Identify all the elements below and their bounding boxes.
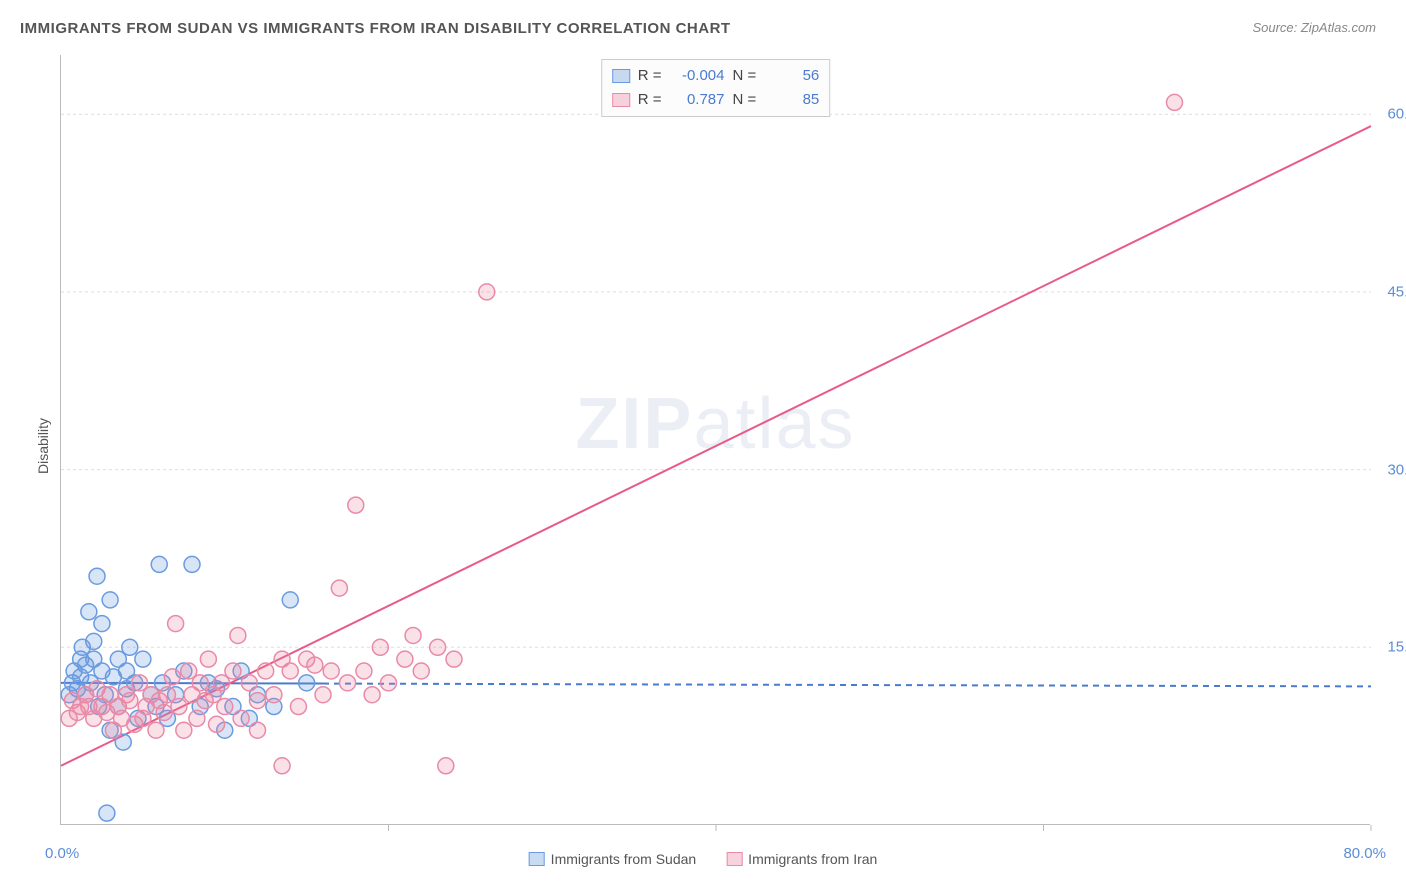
- source-attribution: Source: ZipAtlas.com: [1252, 20, 1376, 35]
- stats-n-value-iran: 85: [764, 88, 819, 112]
- data-point: [164, 669, 180, 685]
- y-tick-label: 60.0%: [1387, 106, 1406, 123]
- stats-r-value-iran: 0.787: [670, 88, 725, 112]
- data-point: [397, 651, 413, 667]
- data-point: [156, 704, 172, 720]
- x-axis-max-label: 80.0%: [1343, 845, 1386, 862]
- legend-swatch-sudan: [529, 852, 545, 866]
- data-point: [89, 568, 105, 584]
- data-point: [405, 627, 421, 643]
- data-point: [331, 580, 347, 596]
- x-axis-min-label: 0.0%: [45, 845, 79, 862]
- stats-n-label-2: N =: [733, 88, 757, 112]
- stats-row-iran: R = 0.787 N = 85: [612, 88, 820, 112]
- legend-swatch-iran: [726, 852, 742, 866]
- data-point: [282, 592, 298, 608]
- legend-item-iran: Immigrants from Iran: [726, 851, 877, 867]
- stats-n-label: N =: [733, 64, 757, 88]
- stats-r-label: R =: [638, 64, 662, 88]
- data-point: [176, 722, 192, 738]
- data-point: [192, 675, 208, 691]
- data-point: [241, 675, 257, 691]
- data-point: [151, 556, 167, 572]
- data-point: [135, 651, 151, 667]
- data-point: [381, 675, 397, 691]
- data-point: [148, 722, 164, 738]
- legend-label-sudan: Immigrants from Sudan: [551, 851, 697, 867]
- data-point: [217, 699, 233, 715]
- stats-row-sudan: R = -0.004 N = 56: [612, 64, 820, 88]
- stats-swatch-iran: [612, 93, 630, 107]
- data-point: [340, 675, 356, 691]
- data-point: [184, 556, 200, 572]
- data-point: [94, 616, 110, 632]
- data-point: [438, 758, 454, 774]
- data-point: [1167, 94, 1183, 110]
- y-axis-label: Disability: [35, 418, 51, 474]
- data-point: [189, 710, 205, 726]
- data-point: [479, 284, 495, 300]
- data-point: [99, 805, 115, 821]
- data-point: [372, 639, 388, 655]
- data-point: [299, 675, 315, 691]
- data-point: [356, 663, 372, 679]
- data-point: [348, 497, 364, 513]
- data-point: [200, 651, 216, 667]
- data-point: [446, 651, 462, 667]
- data-point: [282, 663, 298, 679]
- data-point: [230, 627, 246, 643]
- data-point: [413, 663, 429, 679]
- data-point: [274, 758, 290, 774]
- data-point: [430, 639, 446, 655]
- data-point: [209, 716, 225, 732]
- data-point: [258, 663, 274, 679]
- data-point: [323, 663, 339, 679]
- bottom-legend: Immigrants from Sudan Immigrants from Ir…: [529, 851, 878, 867]
- data-point: [307, 657, 323, 673]
- data-point: [290, 699, 306, 715]
- stats-n-value-sudan: 56: [764, 64, 819, 88]
- data-point: [266, 687, 282, 703]
- y-tick-label: 15.0%: [1387, 639, 1406, 656]
- chart-container: IMMIGRANTS FROM SUDAN VS IMMIGRANTS FROM…: [0, 0, 1406, 892]
- data-point: [315, 687, 331, 703]
- legend-label-iran: Immigrants from Iran: [748, 851, 877, 867]
- data-point: [250, 722, 266, 738]
- stats-legend-box: R = -0.004 N = 56 R = 0.787 N = 85: [601, 59, 831, 117]
- data-point: [233, 710, 249, 726]
- data-point: [364, 687, 380, 703]
- stats-r-label-2: R =: [638, 88, 662, 112]
- data-point: [171, 699, 187, 715]
- trendline-dashed: [323, 684, 1371, 687]
- data-point: [81, 604, 97, 620]
- data-point: [86, 633, 102, 649]
- data-point: [225, 663, 241, 679]
- data-point: [122, 693, 138, 709]
- legend-item-sudan: Immigrants from Sudan: [529, 851, 697, 867]
- y-tick-label: 30.0%: [1387, 461, 1406, 478]
- data-point: [122, 639, 138, 655]
- data-point: [250, 693, 266, 709]
- stats-swatch-sudan: [612, 69, 630, 83]
- chart-title: IMMIGRANTS FROM SUDAN VS IMMIGRANTS FROM…: [20, 20, 1386, 37]
- data-point: [102, 592, 118, 608]
- data-point: [168, 616, 184, 632]
- chart-svg: [61, 55, 1370, 824]
- chart-plot-area: ZIPatlas R = -0.004 N = 56 R = 0.787 N =…: [60, 55, 1370, 825]
- y-tick-label: 45.0%: [1387, 283, 1406, 300]
- stats-r-value-sudan: -0.004: [670, 64, 725, 88]
